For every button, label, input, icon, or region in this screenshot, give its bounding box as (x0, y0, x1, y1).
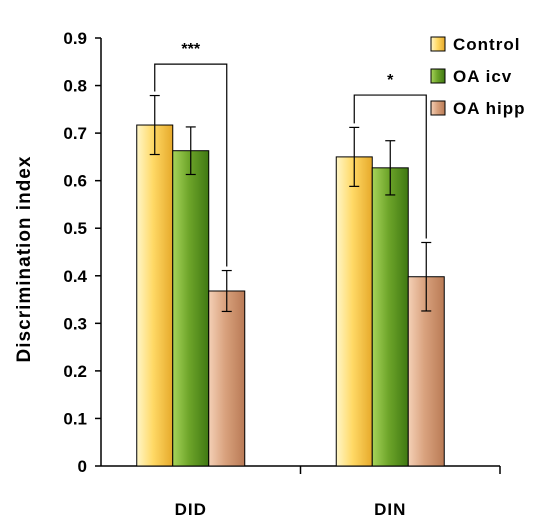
legend-item: OA hipp (430, 99, 525, 118)
legend-swatch (430, 100, 446, 116)
y-tick-label: 0.1 (63, 409, 87, 428)
y-tick-label: 0.3 (63, 314, 87, 333)
significance-brackets: **** (154, 41, 427, 267)
bar-oa-icv-din (371, 167, 409, 467)
y-tick-label: 0.7 (63, 124, 87, 143)
error-bar (149, 94, 160, 156)
x-tick-label: DIN (374, 500, 406, 519)
y-tick-label: 0 (78, 457, 87, 476)
legend-swatch (430, 36, 446, 52)
legend-label: OA hipp (453, 99, 525, 118)
y-tick-label: 0.4 (63, 267, 87, 286)
error-bars (149, 94, 432, 313)
bar-control-din (335, 156, 373, 467)
bar-oa-hipp-did (208, 290, 246, 467)
error-bar (385, 140, 396, 196)
error-bar (349, 126, 360, 187)
bar-oa-icv-did (172, 150, 210, 467)
axes: 0 0.1 0.2 0.3 0.4 0.5 0.6 0.7 0.8 0.9 Discriminati… (14, 29, 501, 519)
legend-label: OA icv (453, 67, 512, 86)
legend-swatch (430, 68, 446, 84)
legend: Control OA icv OA hipp (430, 35, 525, 118)
significance-label: *** (181, 41, 200, 58)
y-tick-label: 0.8 (63, 77, 87, 96)
legend-item: OA icv (430, 67, 512, 86)
y-tick-label: 0.9 (63, 29, 87, 48)
error-bar (185, 126, 196, 176)
legend-label: Control (453, 35, 520, 54)
x-tick-label: DID (175, 500, 207, 519)
error-bar (421, 241, 432, 312)
bars (136, 124, 445, 467)
y-axis-label: Discrimination index (14, 156, 35, 363)
significance-label: * (387, 72, 394, 89)
y-tick-label: 0.2 (63, 362, 87, 381)
significance-bracket: * (353, 72, 427, 239)
legend-item: Control (430, 35, 520, 54)
error-bar (221, 269, 232, 313)
significance-bracket: *** (154, 41, 228, 267)
y-tick-label: 0.5 (63, 219, 87, 238)
bar-control-did (136, 124, 174, 467)
y-tick-label: 0.6 (63, 172, 87, 191)
